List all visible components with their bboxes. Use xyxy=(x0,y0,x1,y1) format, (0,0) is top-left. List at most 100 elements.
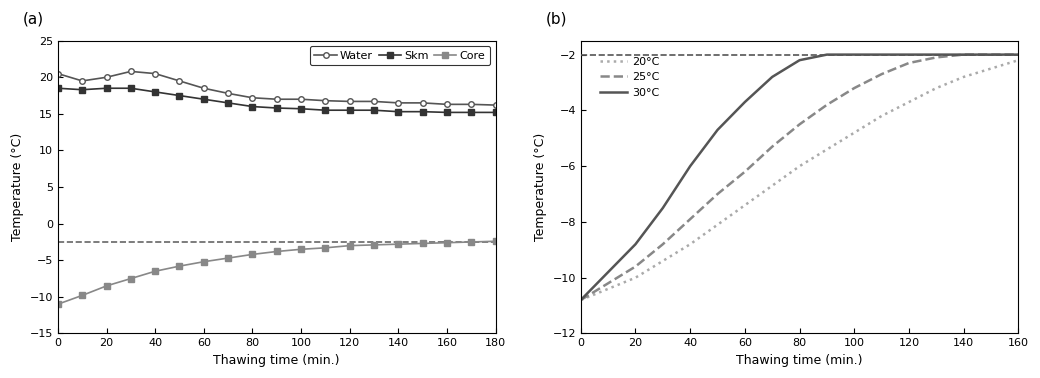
Core xyxy=(441,240,453,245)
25°C xyxy=(985,52,997,57)
25°C xyxy=(930,55,942,60)
20°C xyxy=(738,203,751,208)
Line: Core: Core xyxy=(55,239,498,307)
30°C xyxy=(848,52,860,57)
Skm xyxy=(489,110,501,115)
20°C xyxy=(1012,58,1024,62)
20°C xyxy=(711,222,724,227)
Skm xyxy=(125,86,137,90)
Text: (b): (b) xyxy=(546,11,567,26)
Skm xyxy=(319,108,332,113)
25°C xyxy=(766,144,779,149)
30°C xyxy=(985,52,997,57)
Core xyxy=(392,242,405,246)
Skm xyxy=(222,101,234,105)
Skm xyxy=(198,97,210,102)
20°C xyxy=(903,100,915,104)
30°C xyxy=(574,298,587,302)
Core xyxy=(465,240,477,244)
Core xyxy=(76,293,88,298)
30°C xyxy=(589,284,601,288)
25°C xyxy=(589,290,601,294)
Y-axis label: Temperature (°C): Temperature (°C) xyxy=(534,133,547,241)
Skm xyxy=(441,110,453,115)
25°C xyxy=(1012,52,1024,57)
Water xyxy=(270,97,283,102)
Water xyxy=(416,101,428,105)
30°C xyxy=(930,52,942,57)
Water xyxy=(319,98,332,103)
25°C xyxy=(711,192,724,196)
30°C xyxy=(766,74,779,79)
Core xyxy=(489,239,501,243)
Core xyxy=(319,246,332,250)
20°C xyxy=(656,259,669,263)
Core xyxy=(368,243,381,247)
Skm xyxy=(76,87,88,92)
25°C xyxy=(821,102,833,107)
Water xyxy=(441,102,453,107)
Line: 25°C: 25°C xyxy=(580,54,1018,300)
30°C xyxy=(602,270,615,274)
Skm xyxy=(368,108,381,113)
Water xyxy=(100,75,112,79)
Skm xyxy=(100,86,112,90)
30°C xyxy=(656,206,669,210)
25°C xyxy=(876,72,888,76)
X-axis label: Thawing time (min.): Thawing time (min.) xyxy=(736,354,863,367)
Skm xyxy=(343,108,356,113)
30°C xyxy=(794,58,806,62)
30°C xyxy=(629,242,642,246)
Skm xyxy=(465,110,477,115)
Core xyxy=(270,249,283,254)
Core xyxy=(52,302,64,307)
Line: Skm: Skm xyxy=(55,85,498,115)
Core xyxy=(294,247,307,251)
X-axis label: Thawing time (min.): Thawing time (min.) xyxy=(213,354,340,367)
20°C xyxy=(876,114,888,118)
30°C xyxy=(684,164,697,169)
Water xyxy=(125,69,137,74)
20°C xyxy=(985,66,997,71)
Water xyxy=(343,99,356,104)
20°C xyxy=(958,74,970,79)
Core xyxy=(198,259,210,264)
Water xyxy=(246,96,259,100)
Water xyxy=(465,102,477,107)
Water xyxy=(294,97,307,102)
20°C xyxy=(589,292,601,297)
25°C xyxy=(848,86,860,90)
30°C xyxy=(711,128,724,132)
30°C xyxy=(821,52,833,57)
25°C xyxy=(656,242,669,246)
25°C xyxy=(958,52,970,57)
20°C xyxy=(574,298,587,302)
30°C xyxy=(1012,52,1024,57)
Water xyxy=(52,71,64,76)
Core xyxy=(246,252,259,257)
30°C xyxy=(738,100,751,104)
Core xyxy=(222,256,234,260)
25°C xyxy=(574,298,587,302)
Core xyxy=(416,241,428,246)
Water xyxy=(489,103,501,107)
25°C xyxy=(794,122,806,127)
Water xyxy=(222,91,234,96)
20°C xyxy=(629,276,642,280)
Water xyxy=(392,101,405,105)
25°C xyxy=(684,217,697,222)
Legend: Water, Skm, Core: Water, Skm, Core xyxy=(310,46,490,65)
Core xyxy=(100,284,112,288)
Core xyxy=(174,264,186,268)
30°C xyxy=(903,52,915,57)
Skm xyxy=(52,86,64,90)
Skm xyxy=(174,93,186,98)
Water xyxy=(149,71,161,76)
25°C xyxy=(903,61,915,65)
Water xyxy=(368,99,381,104)
Water xyxy=(198,86,210,90)
Water xyxy=(76,79,88,83)
Line: 20°C: 20°C xyxy=(580,60,1018,300)
25°C xyxy=(602,281,615,285)
Water xyxy=(174,79,186,83)
